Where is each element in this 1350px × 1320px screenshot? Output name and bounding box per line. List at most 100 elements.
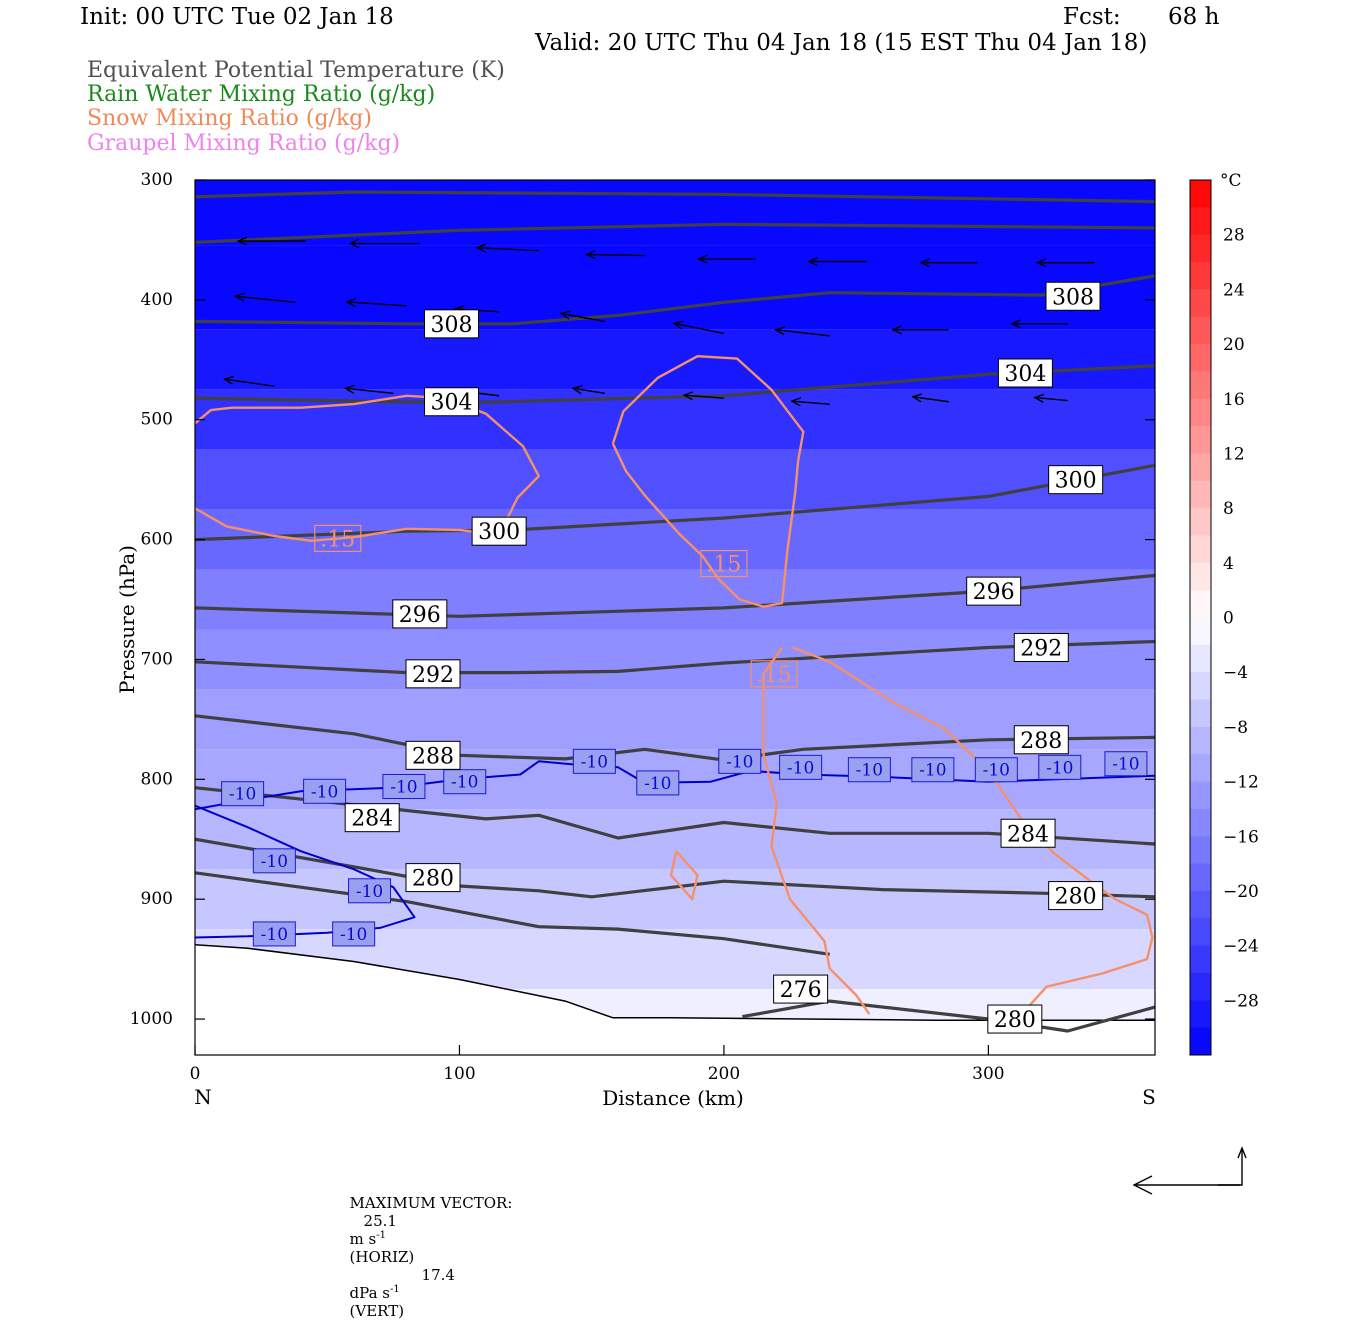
colorbar-segment <box>1190 371 1211 400</box>
colorbar-segment <box>1190 726 1211 755</box>
wind-vector <box>573 388 606 393</box>
colorbar-segment <box>1190 590 1211 618</box>
wind-vector <box>684 395 724 398</box>
plot-frame <box>194 179 1156 1056</box>
colorbar-label: 28 <box>1223 226 1245 246</box>
forecast-hours: 68 h <box>1168 4 1220 30</box>
temperature-label-box <box>1104 751 1148 777</box>
wind-vector <box>561 313 606 323</box>
theta-e-label: 292 <box>412 663 454 688</box>
theta-e-contour <box>195 573 1155 618</box>
theta-e-label: 284 <box>1007 822 1049 847</box>
theta-e-label: 280 <box>994 1008 1036 1033</box>
theta-e-label-box <box>773 974 829 1004</box>
temperature-label: -10 <box>229 785 256 805</box>
temperature-label-box <box>252 921 296 947</box>
x-end-left: N <box>194 1085 212 1109</box>
wind-vector <box>347 302 407 306</box>
init-time: Init: 00 UTC Tue 02 Jan 18 <box>80 4 394 30</box>
theta-e-label-box <box>1013 725 1069 755</box>
temperature-label: -10 <box>311 782 338 802</box>
temperature-label-box <box>636 770 680 796</box>
wind-vector <box>477 248 539 251</box>
temperature-label-box <box>348 878 392 904</box>
max-vector-label: MAXIMUM VECTOR: <box>349 1194 513 1212</box>
wind-vector <box>1035 398 1068 401</box>
x-tick-label: 0 <box>190 1064 201 1084</box>
y-tick-label: 300 <box>141 170 173 190</box>
x-tick-label: 200 <box>708 1064 740 1084</box>
vert-value: 17.4 <box>421 1266 455 1284</box>
snow-contour <box>762 646 871 1015</box>
theta-e-label: 296 <box>973 580 1015 605</box>
colorbar-segment <box>1190 562 1211 591</box>
theta-e-label-box <box>997 358 1053 388</box>
y-axis-title: Pressure (hPa) <box>115 545 139 694</box>
snow-contour <box>611 355 805 608</box>
colorbar-label: 4 <box>1223 554 1234 574</box>
temperature-label: -10 <box>390 778 417 798</box>
forecast-label: Fcst: <box>1063 4 1121 30</box>
snow-label-box <box>314 524 362 552</box>
temperature-band <box>195 449 1155 510</box>
colorbar-segment <box>1190 344 1211 372</box>
theta-e-label-box <box>1013 632 1069 662</box>
temperature-label-box <box>718 748 762 774</box>
x-axis-title: Distance (km) <box>602 1086 744 1110</box>
wind-vector <box>345 388 394 395</box>
colorbar-segment <box>1190 972 1211 1001</box>
cross-section-chart: -10 -10 -10 -10 -10 -10 -10 -10 -10 -10 -10 -10 -10 -… <box>115 170 1259 1195</box>
theta-e-label: 292 <box>1020 636 1062 661</box>
colorbar-label: −8 <box>1223 718 1248 738</box>
theta-e-label-box <box>392 599 448 629</box>
colorbar-segment <box>1190 508 1211 536</box>
colorbar-segment <box>1190 398 1211 427</box>
theta-e-label: 280 <box>412 867 454 892</box>
snow-label-box <box>700 549 748 578</box>
colorbar-segment <box>1190 754 1211 783</box>
theta-e-label-box <box>966 576 1022 606</box>
temperature-label: -10 <box>581 752 608 772</box>
wind-vector <box>587 255 645 256</box>
temperature-label-box <box>974 757 1018 783</box>
y-tick-label: 700 <box>141 649 173 669</box>
theta-e-label-box <box>405 659 461 689</box>
snow-label-box <box>750 660 798 688</box>
temperature-label: -10 <box>261 852 288 872</box>
temperature-label: -10 <box>983 761 1010 781</box>
temperature-label: -10 <box>856 761 883 781</box>
theta-e-contour <box>195 786 1155 846</box>
wind-vector <box>913 397 949 402</box>
legend-graupel: Graupel Mixing Ratio (g/kg) <box>87 131 401 156</box>
colorbar-segment <box>1190 836 1211 865</box>
theta-e-contour <box>195 222 1155 244</box>
vert-unit: dPa s <box>349 1284 390 1302</box>
theta-e-label: 308 <box>1052 285 1094 310</box>
theta-e-label-box <box>344 803 400 833</box>
legend-snow: Snow Mixing Ratio (g/kg) <box>87 106 372 131</box>
colorbar-segment <box>1190 535 1211 564</box>
colorbar-label: −24 <box>1223 937 1259 957</box>
theta-e-label: 280 <box>1055 885 1097 910</box>
wind-vector <box>776 330 830 337</box>
temperature-label: -10 <box>644 774 671 794</box>
colorbar-segment <box>1190 699 1211 728</box>
theta-e-label-box <box>1048 465 1104 495</box>
colorbar-segment <box>1190 262 1211 290</box>
theta-e-label-box <box>424 387 480 417</box>
wind-vector <box>674 323 725 335</box>
temperature-label-box <box>847 757 891 783</box>
vector-key-icon <box>1132 1146 1247 1195</box>
theta-e-label: 296 <box>399 603 441 628</box>
y-tick-label: 400 <box>141 290 173 310</box>
colorbar-segment <box>1190 1000 1211 1029</box>
snow-label: .15 <box>757 663 792 688</box>
y-tick-label: 600 <box>141 530 173 550</box>
temperature-label-box <box>332 921 376 947</box>
colorbar-label: 12 <box>1223 444 1245 464</box>
colorbar-label: −28 <box>1223 991 1259 1011</box>
temperature-band <box>195 329 1155 390</box>
wind-vector <box>235 296 296 303</box>
terrain-fill <box>195 944 1155 1055</box>
colorbar-segment <box>1190 1027 1211 1056</box>
